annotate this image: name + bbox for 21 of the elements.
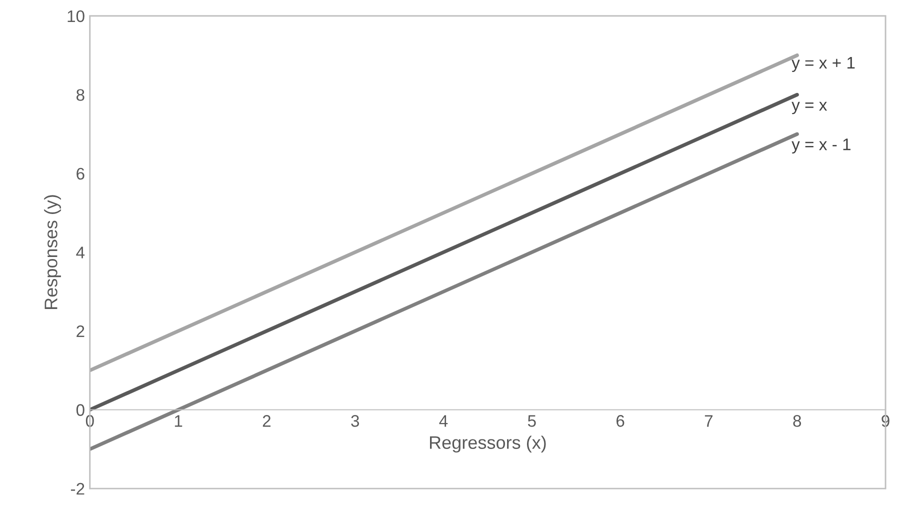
x-tick-label: 7 [704, 415, 713, 427]
y-tick-label: -2 [70, 482, 84, 495]
x-tick-label: 8 [793, 415, 802, 427]
y-tick-label: 6 [76, 168, 84, 180]
x-axis-title: Regressors (x) [430, 436, 546, 453]
y-tick-label: 10 [68, 10, 84, 22]
y-tick-label: 0 [76, 404, 84, 416]
y-tick-label: 2 [76, 325, 84, 338]
x-tick-label: 1 [174, 415, 182, 427]
series-label: y = x - 1 [792, 138, 850, 154]
series-label: y = x [792, 102, 828, 114]
x-tick-label: 0 [86, 415, 94, 427]
y-tick-label: 4 [76, 246, 85, 258]
y-tick-label: 8 [76, 89, 84, 101]
y-axis-title: Responses (y) [44, 195, 61, 309]
x-tick-label: 3 [351, 415, 360, 427]
x-tick-label: 4 [439, 415, 448, 427]
x-tick-label: 6 [616, 415, 624, 427]
series-label: y = x + 1 [792, 57, 855, 72]
x-tick-label: 5 [528, 415, 536, 427]
x-tick-label: 2 [262, 415, 270, 427]
